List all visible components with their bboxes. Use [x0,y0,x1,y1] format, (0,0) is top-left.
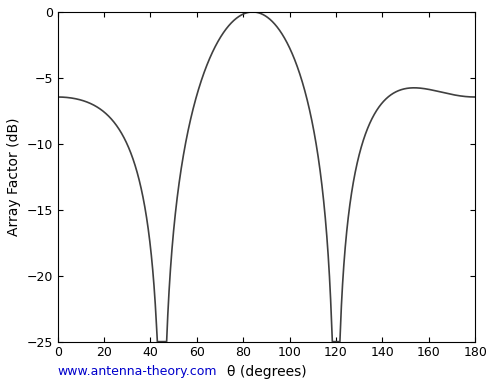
X-axis label: θ (degrees): θ (degrees) [227,365,306,379]
Text: www.antenna-theory.com: www.antenna-theory.com [58,365,217,378]
Y-axis label: Array Factor (dB): Array Factor (dB) [7,118,21,236]
